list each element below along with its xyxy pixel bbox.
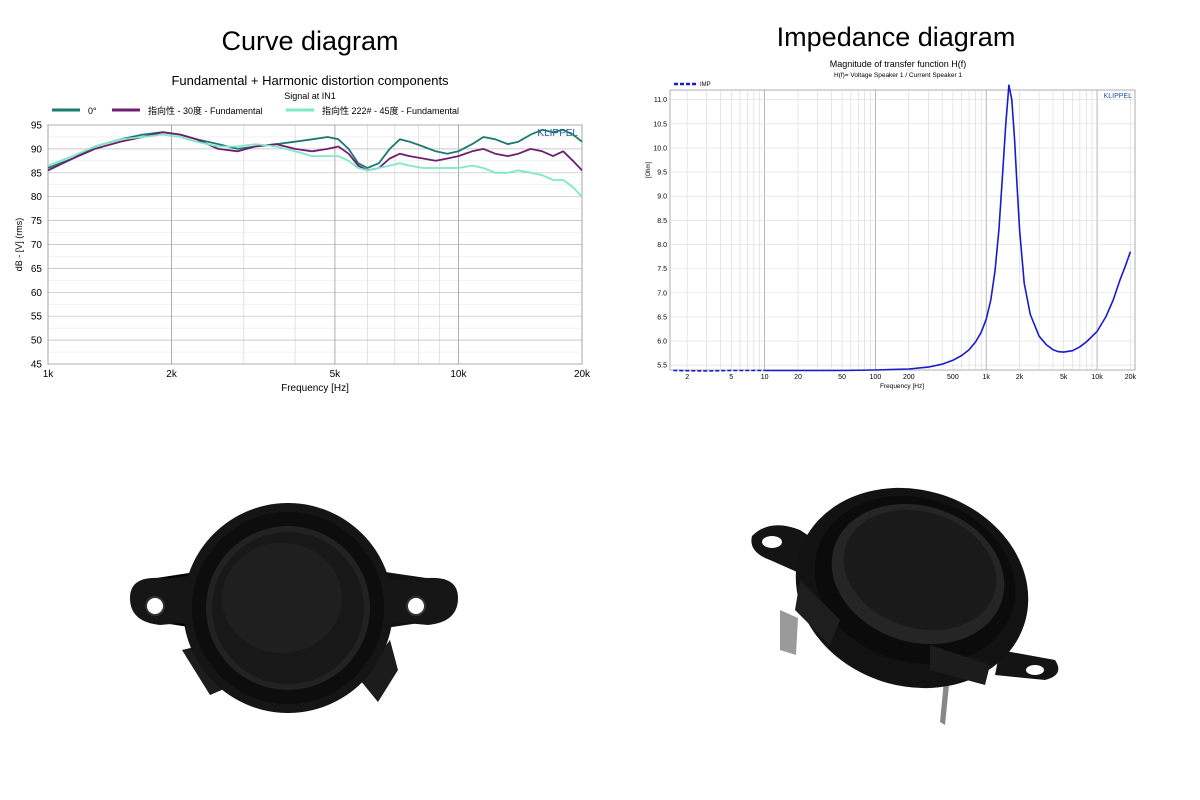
y-tick-label: 45 [31, 360, 43, 371]
y-tick-label: 8.5 [657, 218, 667, 225]
y-tick-label: 80 [31, 192, 43, 203]
series-line-2 [47, 133, 583, 198]
x-tick-label: 20k [1125, 374, 1137, 381]
y-tick-label: 7.0 [657, 290, 667, 297]
x-tick-label: 20 [794, 374, 802, 381]
y-tick-label: 70 [31, 240, 43, 251]
y-axis-label: dB - [V] (rms) [14, 218, 24, 272]
x-tick-label: 50 [838, 374, 846, 381]
frequency-response-chart: Fundamental + Harmonic distortion compon… [14, 73, 591, 394]
y-tick-label: 6.0 [657, 339, 667, 346]
impedance-chart: Magnitude of transfer function H(f) H(f)=… [646, 59, 1137, 390]
chart-title: Magnitude of transfer function H(f) [830, 59, 967, 69]
x-tick-label: 2k [166, 369, 178, 380]
x-tick-label: 5k [1060, 374, 1068, 381]
y-tick-label: 8.0 [657, 242, 667, 249]
x-tick-label: 200 [903, 374, 915, 381]
y-tick-label: 85 [31, 168, 43, 179]
x-tick-label: 500 [947, 374, 959, 381]
klippel-brand: KLIPPEL [1104, 93, 1133, 100]
chart-title: Fundamental + Harmonic distortion compon… [171, 73, 449, 88]
tweeter-angled-photo [751, 487, 1059, 725]
legend-entry: 指向性 222# - 45度 - Fundamental [322, 105, 459, 116]
y-axis-label: [Ohm] [646, 162, 652, 179]
x-tick-label: 1k [43, 369, 55, 380]
y-tick-label: 75 [31, 216, 43, 227]
legend-entry: 指向性 - 30度 - Fundamental [148, 105, 263, 116]
klippel-brand: KLIPPEL [537, 128, 578, 139]
chart-subtitle: Signal at IN1 [284, 91, 336, 101]
x-tick-label: 2k [1016, 374, 1024, 381]
y-tick-label: 95 [31, 121, 43, 132]
y-tick-label: 90 [31, 144, 43, 155]
y-tick-label: 9.5 [657, 170, 667, 177]
x-tick-label: 20k [574, 369, 591, 380]
x-tick-label: 10k [450, 369, 467, 380]
legend-entry: 0° [88, 106, 97, 116]
y-tick-label: 5.5 [657, 363, 667, 370]
y-tick-label: 60 [31, 288, 43, 299]
x-tick-label: 2 [685, 374, 689, 381]
x-tick-label: 5 [729, 374, 733, 381]
series-line-0 [764, 84, 1132, 372]
tweeter-front-photo [130, 503, 458, 713]
x-axis-label: Frequency [Hz] [880, 383, 924, 390]
x-tick-label: 100 [870, 374, 882, 381]
y-tick-label: 9.0 [657, 194, 667, 201]
legend-entry: IMP [700, 82, 711, 88]
x-axis-label: Frequency [Hz] [281, 383, 349, 394]
impedance-diagram-heading: Impedance diagram [776, 22, 1016, 52]
x-tick-label: 10k [1091, 374, 1103, 381]
y-tick-label: 65 [31, 264, 43, 275]
x-tick-label: 10 [761, 374, 769, 381]
y-tick-label: 7.5 [657, 266, 667, 273]
series-line-dashed-0 [673, 369, 765, 372]
y-tick-label: 6.5 [657, 314, 667, 321]
curve-diagram-heading: Curve diagram [221, 26, 399, 56]
y-tick-label: 50 [31, 336, 43, 347]
chart-subtitle: H(f)= Voltage Speaker 1 / Current Speake… [834, 72, 962, 79]
x-tick-label: 1k [983, 374, 991, 381]
y-tick-label: 10.0 [653, 145, 667, 152]
y-tick-label: 11.0 [654, 97, 667, 104]
x-tick-label: 5k [330, 369, 342, 380]
product-photos [130, 487, 1059, 725]
y-tick-label: 10.5 [653, 121, 667, 128]
y-tick-label: 55 [31, 312, 43, 323]
